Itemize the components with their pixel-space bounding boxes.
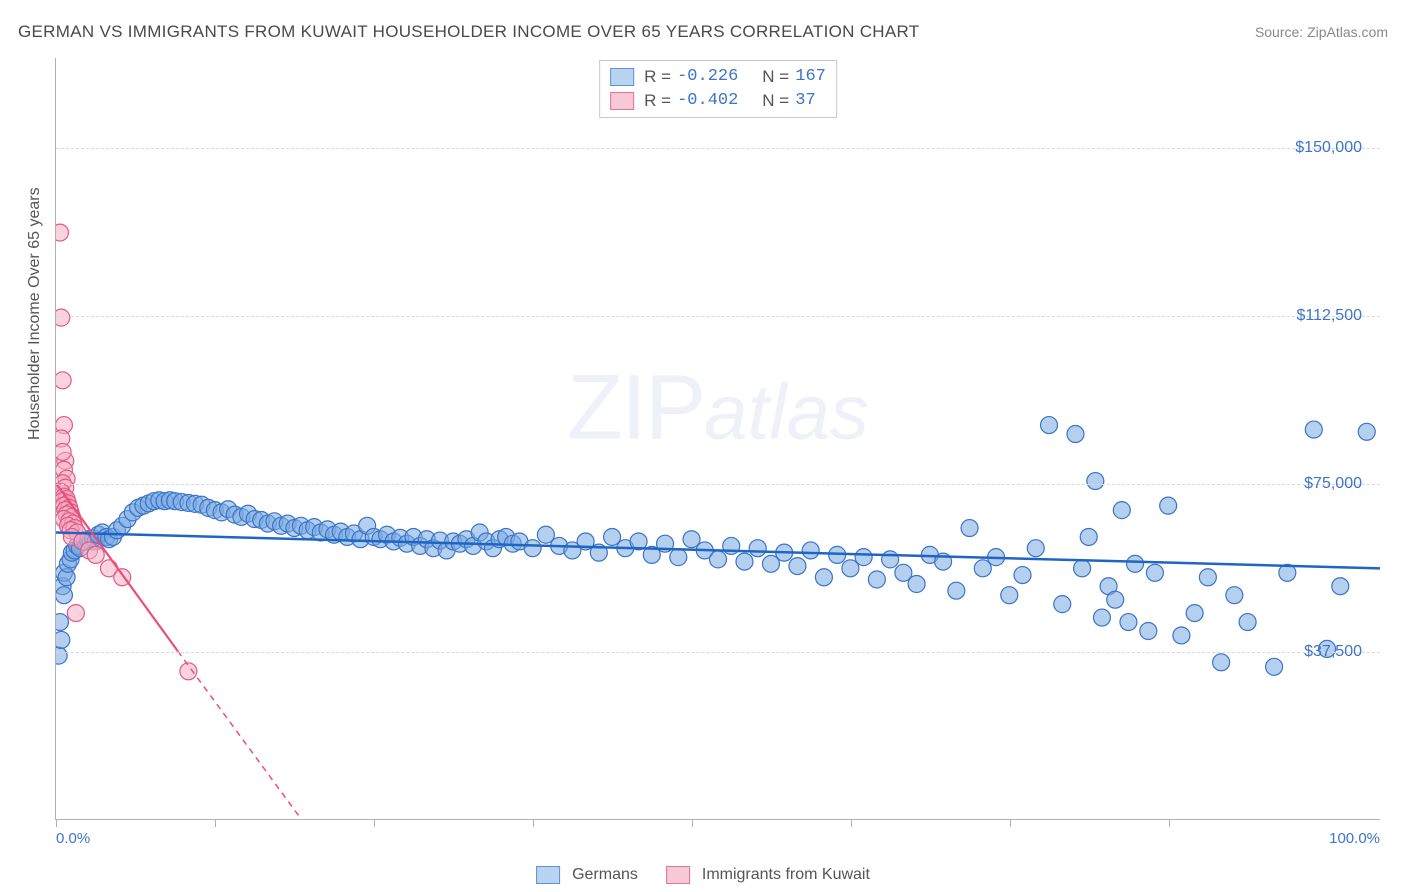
data-point [1358,423,1375,440]
stat-legend-row-0: R = -0.226 N = 167 [610,65,826,89]
data-point [868,571,885,588]
data-point [908,575,925,592]
data-point [56,587,72,604]
data-point [1305,421,1322,438]
data-point [1113,502,1130,519]
r-value: -0.402 [677,89,738,113]
legend-item-kuwait: Immigrants from Kuwait [666,866,870,884]
r-label: R = [644,89,671,113]
data-point [710,551,727,568]
data-point [749,540,766,557]
x-tick [851,819,852,827]
data-point [882,551,899,568]
n-label: N = [762,89,789,113]
plot-area: ZIPatlas R = -0.226 N = 167 R = -0.402 N… [55,58,1380,820]
data-point [1087,473,1104,490]
data-point [1041,417,1058,434]
gridline [56,484,1380,485]
data-point [1332,578,1349,595]
legend-label: Immigrants from Kuwait [702,866,870,884]
y-axis-title: Householder Income Over 65 years [26,187,44,440]
data-point [1127,555,1144,572]
data-point [815,569,832,586]
data-point [56,443,71,460]
swatch-blue [536,866,560,884]
x-axis-max-label: 100.0% [1329,830,1380,847]
data-point [736,553,753,570]
y-tick-label: $37,500 [1304,643,1362,661]
x-tick [1010,819,1011,827]
data-point [1213,654,1230,671]
n-value: 37 [795,89,815,113]
swatch-pink [666,866,690,884]
data-point [56,224,68,241]
data-point [1140,622,1157,639]
data-point [1120,614,1137,631]
y-tick-label: $112,500 [1296,307,1362,325]
y-tick-label: $75,000 [1304,475,1362,493]
data-point [1054,596,1071,613]
x-tick [56,819,57,827]
data-point [1266,658,1283,675]
gridline [56,652,1380,653]
x-tick [692,819,693,827]
data-point [1014,567,1031,584]
data-point [1199,569,1216,586]
stat-legend-box: R = -0.226 N = 167 R = -0.402 N = 37 [599,60,837,118]
data-point [789,558,806,575]
data-point [670,549,687,566]
data-point [1093,609,1110,626]
x-tick [1169,819,1170,827]
data-point [1107,591,1124,608]
x-tick [374,819,375,827]
data-point [56,309,70,326]
chart-title: GERMAN VS IMMIGRANTS FROM KUWAIT HOUSEHO… [18,22,919,42]
r-label: R = [644,65,671,89]
data-point [948,582,965,599]
legend-label: Germans [572,866,638,884]
data-point [1027,540,1044,557]
x-axis-min-label: 0.0% [56,830,90,847]
bottom-legend: Germans Immigrants from Kuwait [536,866,870,884]
r-value: -0.226 [677,65,738,89]
legend-item-germans: Germans [536,866,638,884]
data-point [1239,614,1256,631]
gridline [56,316,1380,317]
data-point [855,549,872,566]
data-point [1001,587,1018,604]
data-point [1160,497,1177,514]
swatch-pink [610,92,634,110]
data-point [56,614,68,631]
source-label: Source: ZipAtlas.com [1255,24,1388,40]
data-point [524,540,541,557]
y-tick-label: $150,000 [1295,139,1362,157]
gridline [56,148,1380,149]
swatch-blue [610,68,634,86]
data-point [180,663,197,680]
data-point [1074,560,1091,577]
n-label: N = [762,65,789,89]
n-value: 167 [795,65,826,89]
x-tick [215,819,216,827]
x-tick [533,819,534,827]
data-point [56,631,70,648]
regression-line [178,651,334,819]
data-point [87,546,104,563]
data-point [56,647,67,664]
data-point [961,520,978,537]
data-point [1186,605,1203,622]
data-point [1173,627,1190,644]
plot-svg [56,58,1380,819]
data-point [1067,426,1084,443]
data-point [802,542,819,559]
data-point [1146,564,1163,581]
data-point [1080,528,1097,545]
data-point [56,372,71,389]
data-point [67,605,84,622]
stat-legend-row-1: R = -0.402 N = 37 [610,89,826,113]
data-point [1226,587,1243,604]
